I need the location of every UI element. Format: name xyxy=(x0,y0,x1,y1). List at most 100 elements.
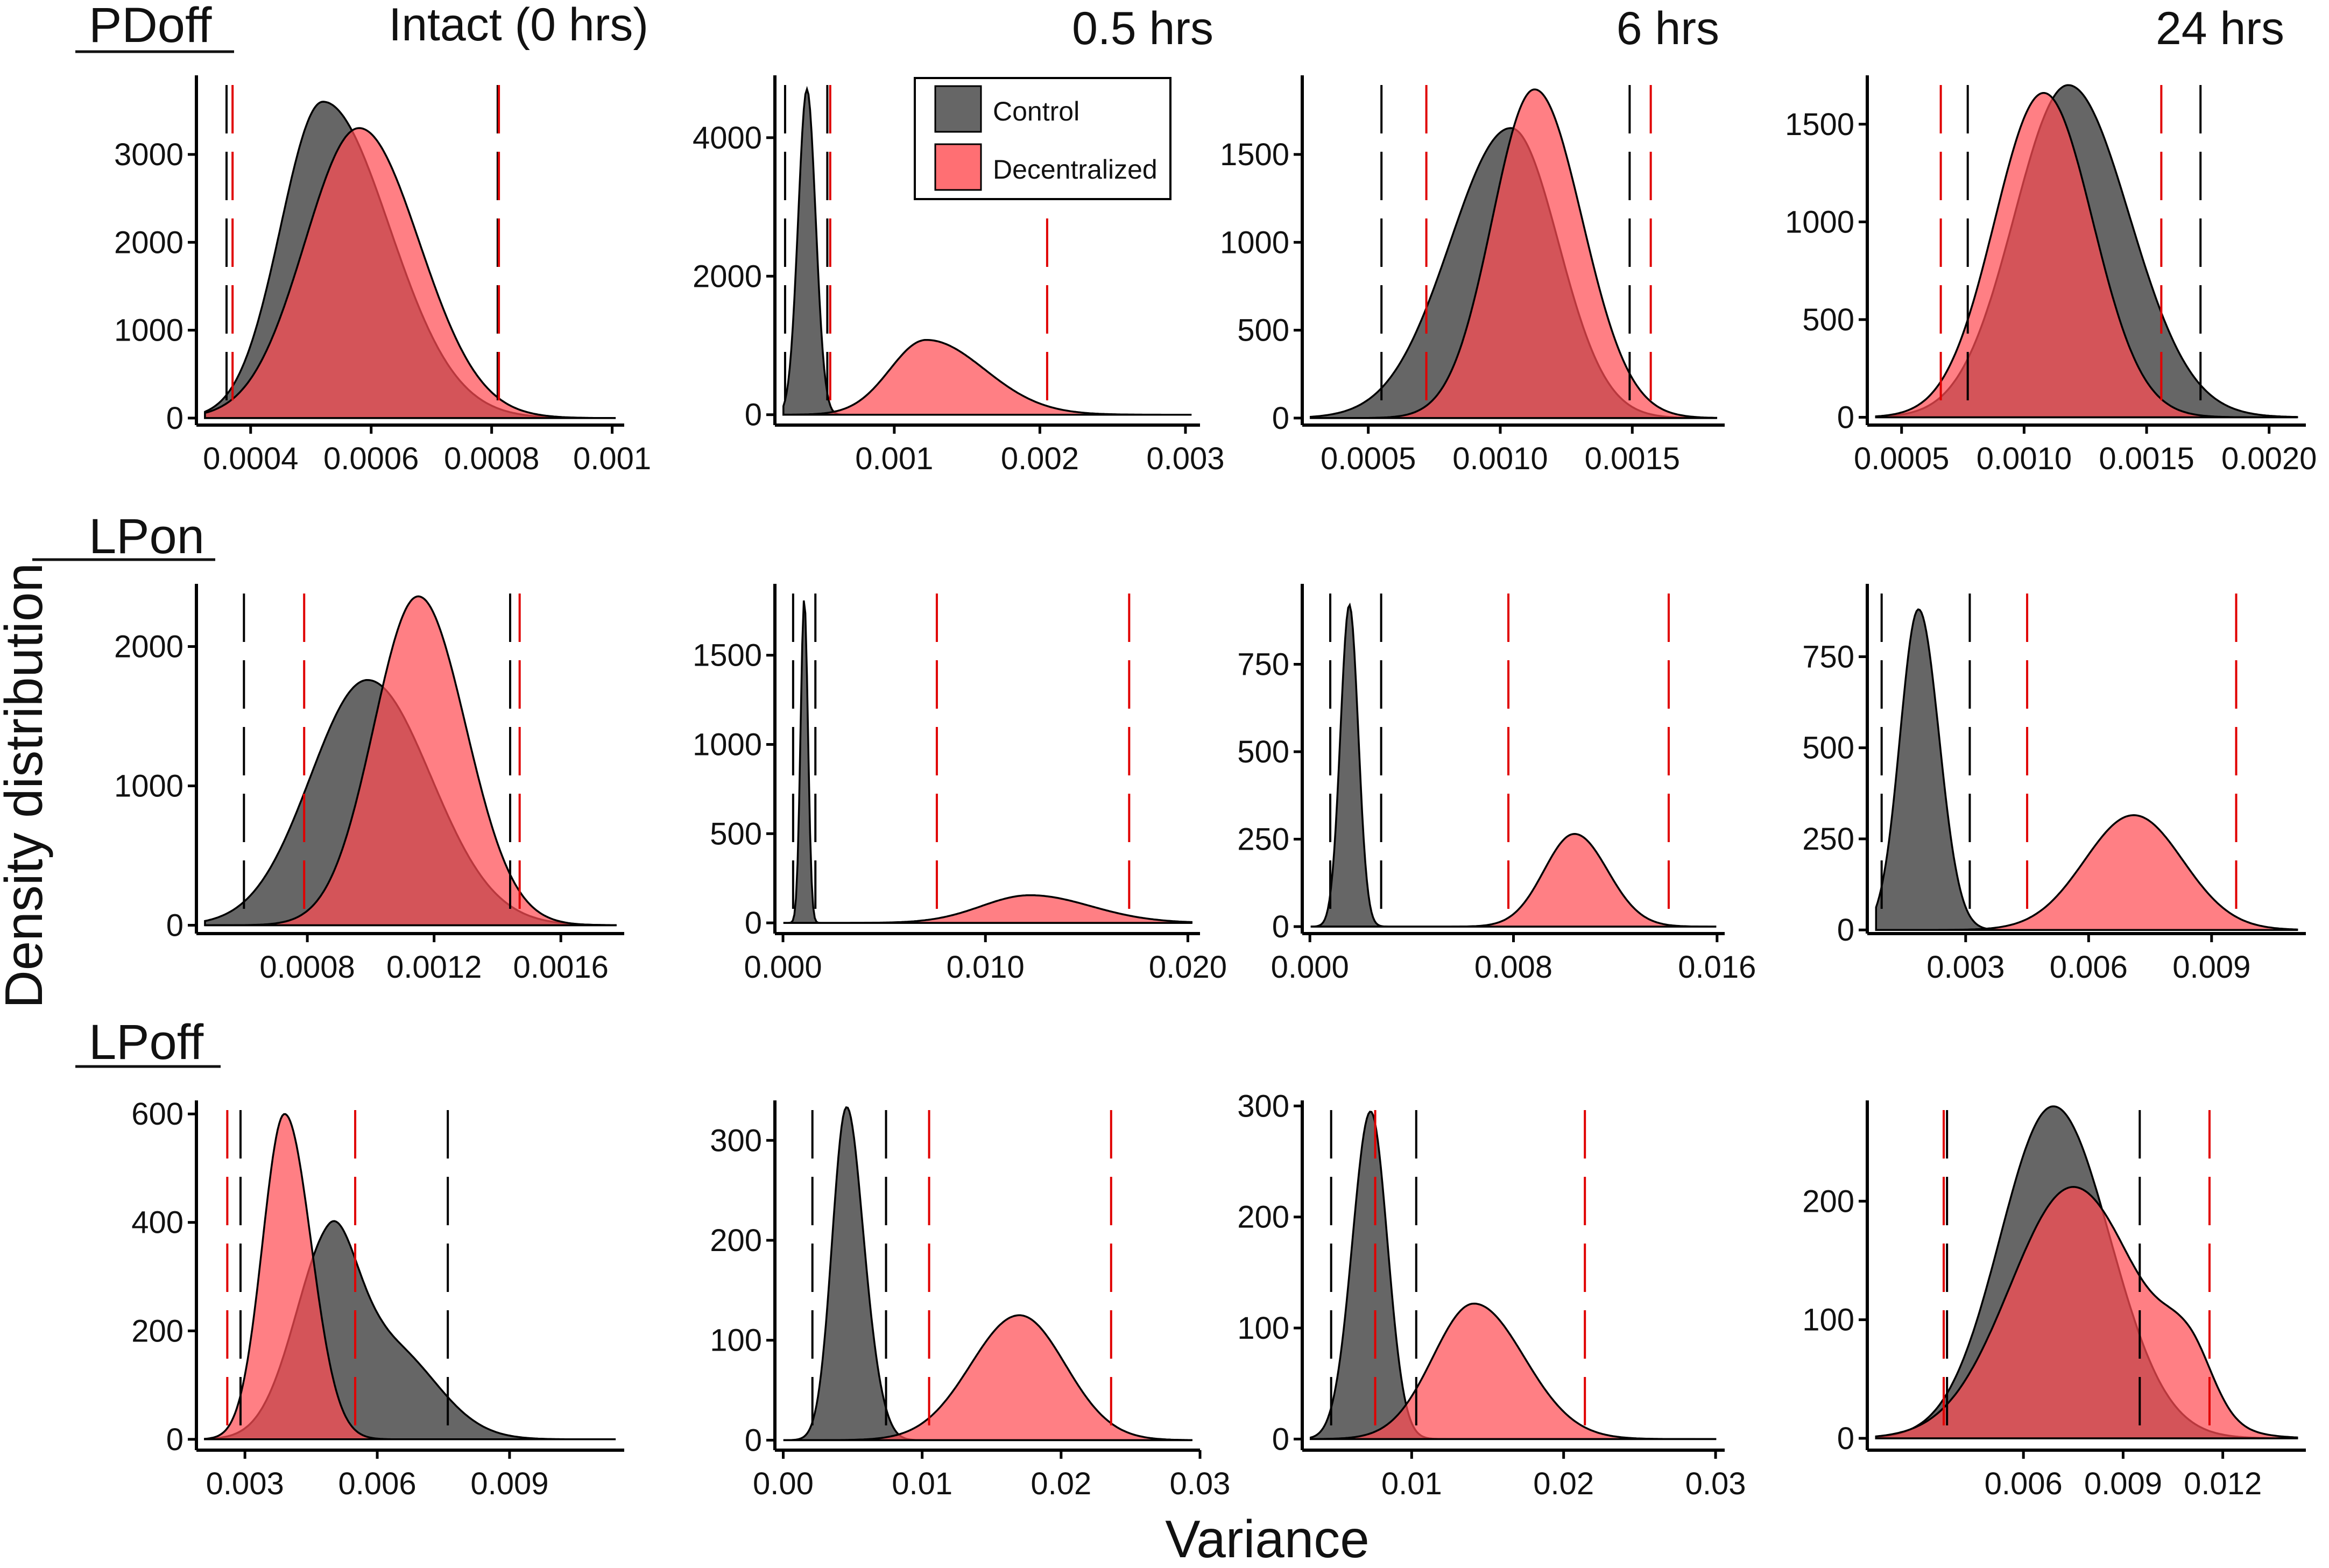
x-tick-label: 0.03 xyxy=(1170,1466,1231,1501)
panel-pdoff-intact: 0 1000 2000 3000 0.0004 0.0006 0.0008 0.001 xyxy=(114,75,651,476)
decentralized-density xyxy=(783,1314,1192,1442)
x-tick-label: 0.008 xyxy=(1474,950,1552,985)
y-tick-label: 100 xyxy=(1802,1303,1854,1338)
y-tick-label: 0 xyxy=(1272,401,1289,436)
panel-lpoff-24hrs: 0 100 200 0.006 0.009 0.012 xyxy=(1802,1100,2306,1501)
density-areas xyxy=(204,595,617,927)
y-tick-label: 0 xyxy=(166,908,184,943)
y-tick-label: 250 xyxy=(1802,822,1854,857)
y-tick-label: 200 xyxy=(1237,1200,1289,1235)
y-tick-label: 500 xyxy=(1237,313,1289,348)
y-tick-label: 1000 xyxy=(693,727,762,762)
x-tick-label: 0.006 xyxy=(1985,1466,2063,1501)
panel-lpon-intact: 0 1000 2000 0.0008 0.0012 0.0016 xyxy=(114,584,624,985)
x-tick-label: 0.0010 xyxy=(1977,441,2072,476)
x-tick-label: 0.0005 xyxy=(1854,441,1949,476)
density-areas xyxy=(783,1106,1192,1442)
x-tick-label: 0.003 xyxy=(1926,950,2005,985)
y-tick-label: 1000 xyxy=(1785,204,1854,239)
x-tick-label: 0.001 xyxy=(573,441,651,476)
density-areas xyxy=(1309,1111,1717,1440)
legend-label-decentralized: Decentralized xyxy=(993,154,1158,185)
row-title-lpoff: LPoff xyxy=(89,1015,204,1070)
y-tick-label: 0 xyxy=(166,1422,184,1457)
panel-lpon-24hrs: 0 250 500 750 0.003 0.006 0.009 xyxy=(1802,584,2306,985)
y-tick-label: 0 xyxy=(745,906,762,941)
y-tick-label: 1000 xyxy=(114,313,184,348)
density-areas xyxy=(1310,602,1717,928)
y-tick-label: 0 xyxy=(745,398,762,433)
x-tick-label: 0.03 xyxy=(1685,1466,1746,1501)
row-title-pdoff: PDoff xyxy=(89,0,212,53)
row-title-lpon: LPon xyxy=(89,509,204,564)
decentralized-density xyxy=(1875,1186,2298,1439)
y-tick-label: 0 xyxy=(1272,1422,1289,1457)
y-tick-label: 500 xyxy=(1802,302,1854,337)
y-tick-label: 0 xyxy=(745,1423,762,1458)
y-tick-label: 600 xyxy=(131,1097,184,1132)
column-title-24hrs: 24 hrs xyxy=(2156,3,2284,54)
x-tick-label: 0.0016 xyxy=(513,950,609,985)
x-tick-label: 0.00 xyxy=(753,1466,814,1501)
density-areas xyxy=(783,600,1192,924)
density-areas xyxy=(1309,88,1718,419)
panel-lpoff-intact: 0 200 400 600 0.003 0.006 0.009 xyxy=(131,1097,624,1501)
y-axis-title: Density distribution xyxy=(0,563,53,1008)
y-tick-label: 200 xyxy=(131,1313,184,1348)
x-tick-label: 0.009 xyxy=(2172,950,2250,985)
x-tick-label: 0.0015 xyxy=(1585,441,1680,476)
y-tick-label: 400 xyxy=(131,1205,184,1240)
panel-pdoff-6hrs: 0 500 1000 1500 0.0005 0.0010 0.0015 xyxy=(1220,75,1725,476)
density-areas xyxy=(204,101,616,419)
x-tick-label: 0.020 xyxy=(1149,950,1227,985)
legend-label-control: Control xyxy=(993,96,1079,126)
x-axis-title: Variance xyxy=(1165,1509,1370,1568)
y-tick-label: 200 xyxy=(1802,1184,1854,1219)
density-areas xyxy=(782,86,1192,416)
x-tick-label: 0.006 xyxy=(2050,950,2128,985)
x-tick-label: 0.009 xyxy=(2084,1466,2162,1501)
x-tick-label: 0.002 xyxy=(1001,441,1079,476)
y-tick-label: 750 xyxy=(1237,647,1289,682)
density-areas xyxy=(1875,608,2298,931)
y-tick-label: 200 xyxy=(710,1223,762,1258)
x-tick-label: 0.0010 xyxy=(1452,441,1548,476)
y-tick-label: 1000 xyxy=(114,768,184,803)
column-title-0-5hrs: 0.5 hrs xyxy=(1072,3,1213,54)
y-tick-label: 1500 xyxy=(1220,137,1289,172)
x-tick-label: 0.02 xyxy=(1031,1466,1091,1501)
density-areas xyxy=(204,1113,616,1440)
y-tick-label: 1500 xyxy=(1785,107,1854,142)
y-tick-label: 1500 xyxy=(693,638,762,673)
y-tick-label: 1000 xyxy=(1220,225,1289,260)
x-tick-label: 0.01 xyxy=(1381,1466,1442,1501)
decentralized-density xyxy=(783,894,1192,924)
y-tick-label: 0 xyxy=(166,401,184,436)
column-title-6hrs: 6 hrs xyxy=(1617,3,1719,54)
x-tick-label: 0.003 xyxy=(206,1466,284,1501)
y-tick-label: 100 xyxy=(710,1323,762,1358)
x-tick-label: 0.012 xyxy=(2184,1466,2262,1501)
y-tick-label: 2000 xyxy=(114,630,184,665)
x-tick-label: 0.0005 xyxy=(1321,441,1416,476)
y-tick-label: 0 xyxy=(1272,909,1289,944)
y-tick-label: 500 xyxy=(1802,731,1854,766)
x-tick-label: 0.003 xyxy=(1146,441,1224,476)
panel-pdoff-0-5hrs: 0 2000 4000 0.001 0.002 0.003 xyxy=(693,75,1225,476)
y-tick-label: 300 xyxy=(1237,1089,1289,1124)
decentralized-density xyxy=(204,595,617,927)
density-areas xyxy=(1875,84,2298,419)
column-title-intact: Intact (0 hrs) xyxy=(389,0,648,51)
y-tick-label: 0 xyxy=(1837,400,1854,435)
x-tick-label: 0.010 xyxy=(947,950,1025,985)
y-tick-label: 250 xyxy=(1237,822,1289,857)
x-tick-label: 0.001 xyxy=(855,441,933,476)
x-tick-label: 0.01 xyxy=(892,1466,952,1501)
control-density xyxy=(783,600,1192,924)
x-tick-label: 0.0008 xyxy=(259,950,355,985)
panel-lpon-6hrs: 0 250 500 750 0.000 0.008 0.016 xyxy=(1237,584,1756,985)
legend-swatch-control xyxy=(934,85,982,133)
x-tick-label: 0.0020 xyxy=(2221,441,2317,476)
decentralized-density xyxy=(1875,92,2297,419)
